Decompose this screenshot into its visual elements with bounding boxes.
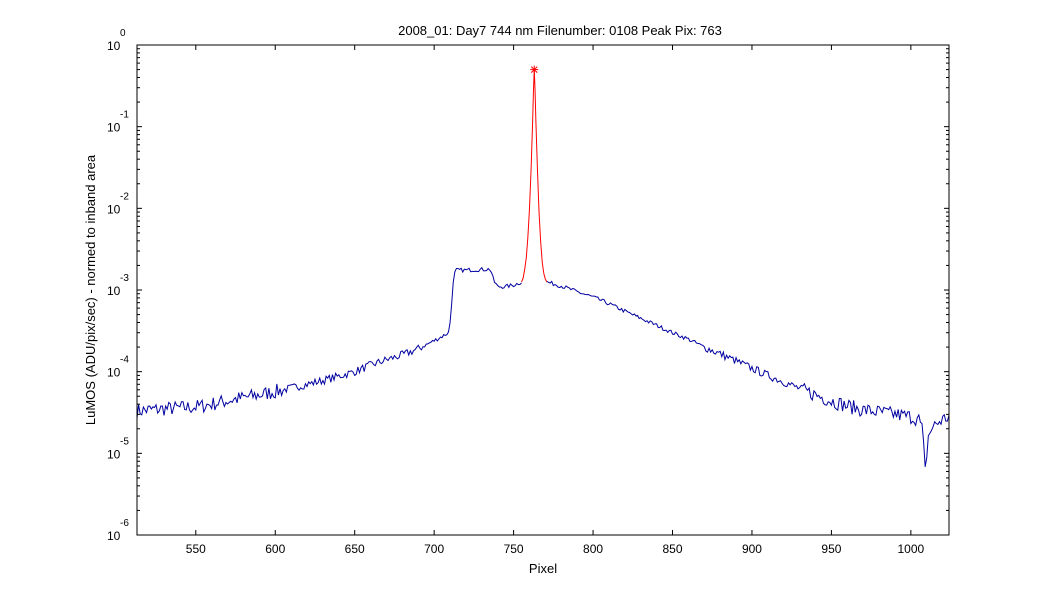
y-tick-label-base: 10	[107, 447, 121, 461]
x-tick: 700	[424, 45, 444, 556]
x-tick: 550	[186, 45, 206, 556]
x-tick-label: 800	[583, 542, 603, 556]
y-tick-label-exponent: -5	[120, 436, 129, 447]
peak-marker	[530, 65, 539, 74]
y-tick: 10-1	[107, 48, 949, 135]
x-tick: 900	[742, 45, 762, 556]
y-axis-label: LuMOS (ADU/pix/sec) - normed to inband a…	[83, 154, 98, 425]
x-tick-label: 750	[504, 542, 524, 556]
x-tick: 850	[662, 45, 683, 556]
x-tick: 600	[265, 45, 286, 556]
y-tick-label-exponent: -6	[120, 518, 129, 529]
x-tick-label: 600	[265, 542, 285, 556]
series-line-outband_right	[546, 280, 950, 467]
x-tick: 1000	[898, 45, 925, 556]
chart-title: 2008_01: Day7 744 nm Filenumber: 0108 Pe…	[398, 23, 722, 38]
y-tick-label-base: 10	[107, 284, 121, 298]
axes-box	[136, 44, 950, 536]
y-tick: 10-6	[107, 456, 949, 543]
x-axis-label: Pixel	[529, 561, 557, 576]
x-tick: 650	[345, 45, 365, 556]
x-tick-label: 900	[742, 542, 762, 556]
y-tick-label-base: 10	[107, 529, 121, 543]
y-tick-label-exponent: -4	[120, 355, 129, 366]
y-tick: 10-3	[107, 211, 949, 298]
y-tick-label-base: 10	[107, 202, 121, 216]
x-tick-label: 850	[662, 542, 682, 556]
series-line-inband	[521, 69, 548, 283]
y-tick-label-exponent: -3	[120, 273, 129, 284]
y-tick-label-exponent: 0	[120, 28, 126, 39]
y-tick: 100	[107, 28, 949, 53]
y-tick: 10-2	[107, 129, 949, 216]
x-axis-ticks: 550 600 650 700 750 800 850 900 950 1000	[186, 45, 925, 556]
y-tick-label-base: 10	[107, 366, 121, 380]
y-tick-label-exponent: -2	[120, 191, 129, 202]
x-tick-label: 550	[186, 542, 206, 556]
x-tick-label: 700	[424, 542, 444, 556]
x-tick: 750	[504, 45, 524, 556]
y-tick: 10-4	[107, 293, 949, 380]
y-tick-label-exponent: -1	[120, 110, 129, 121]
y-tick: 10-5	[107, 374, 949, 461]
series-line-outband_left	[136, 266, 522, 419]
x-tick-label: 950	[821, 542, 841, 556]
x-tick-label: 650	[345, 542, 365, 556]
x-tick-label: 1000	[898, 542, 925, 556]
plot-layer	[136, 65, 950, 467]
x-tick: 950	[821, 45, 842, 556]
x-tick: 800	[583, 45, 603, 556]
y-tick-label-base: 10	[107, 39, 121, 53]
y-tick-label-base: 10	[107, 121, 121, 135]
